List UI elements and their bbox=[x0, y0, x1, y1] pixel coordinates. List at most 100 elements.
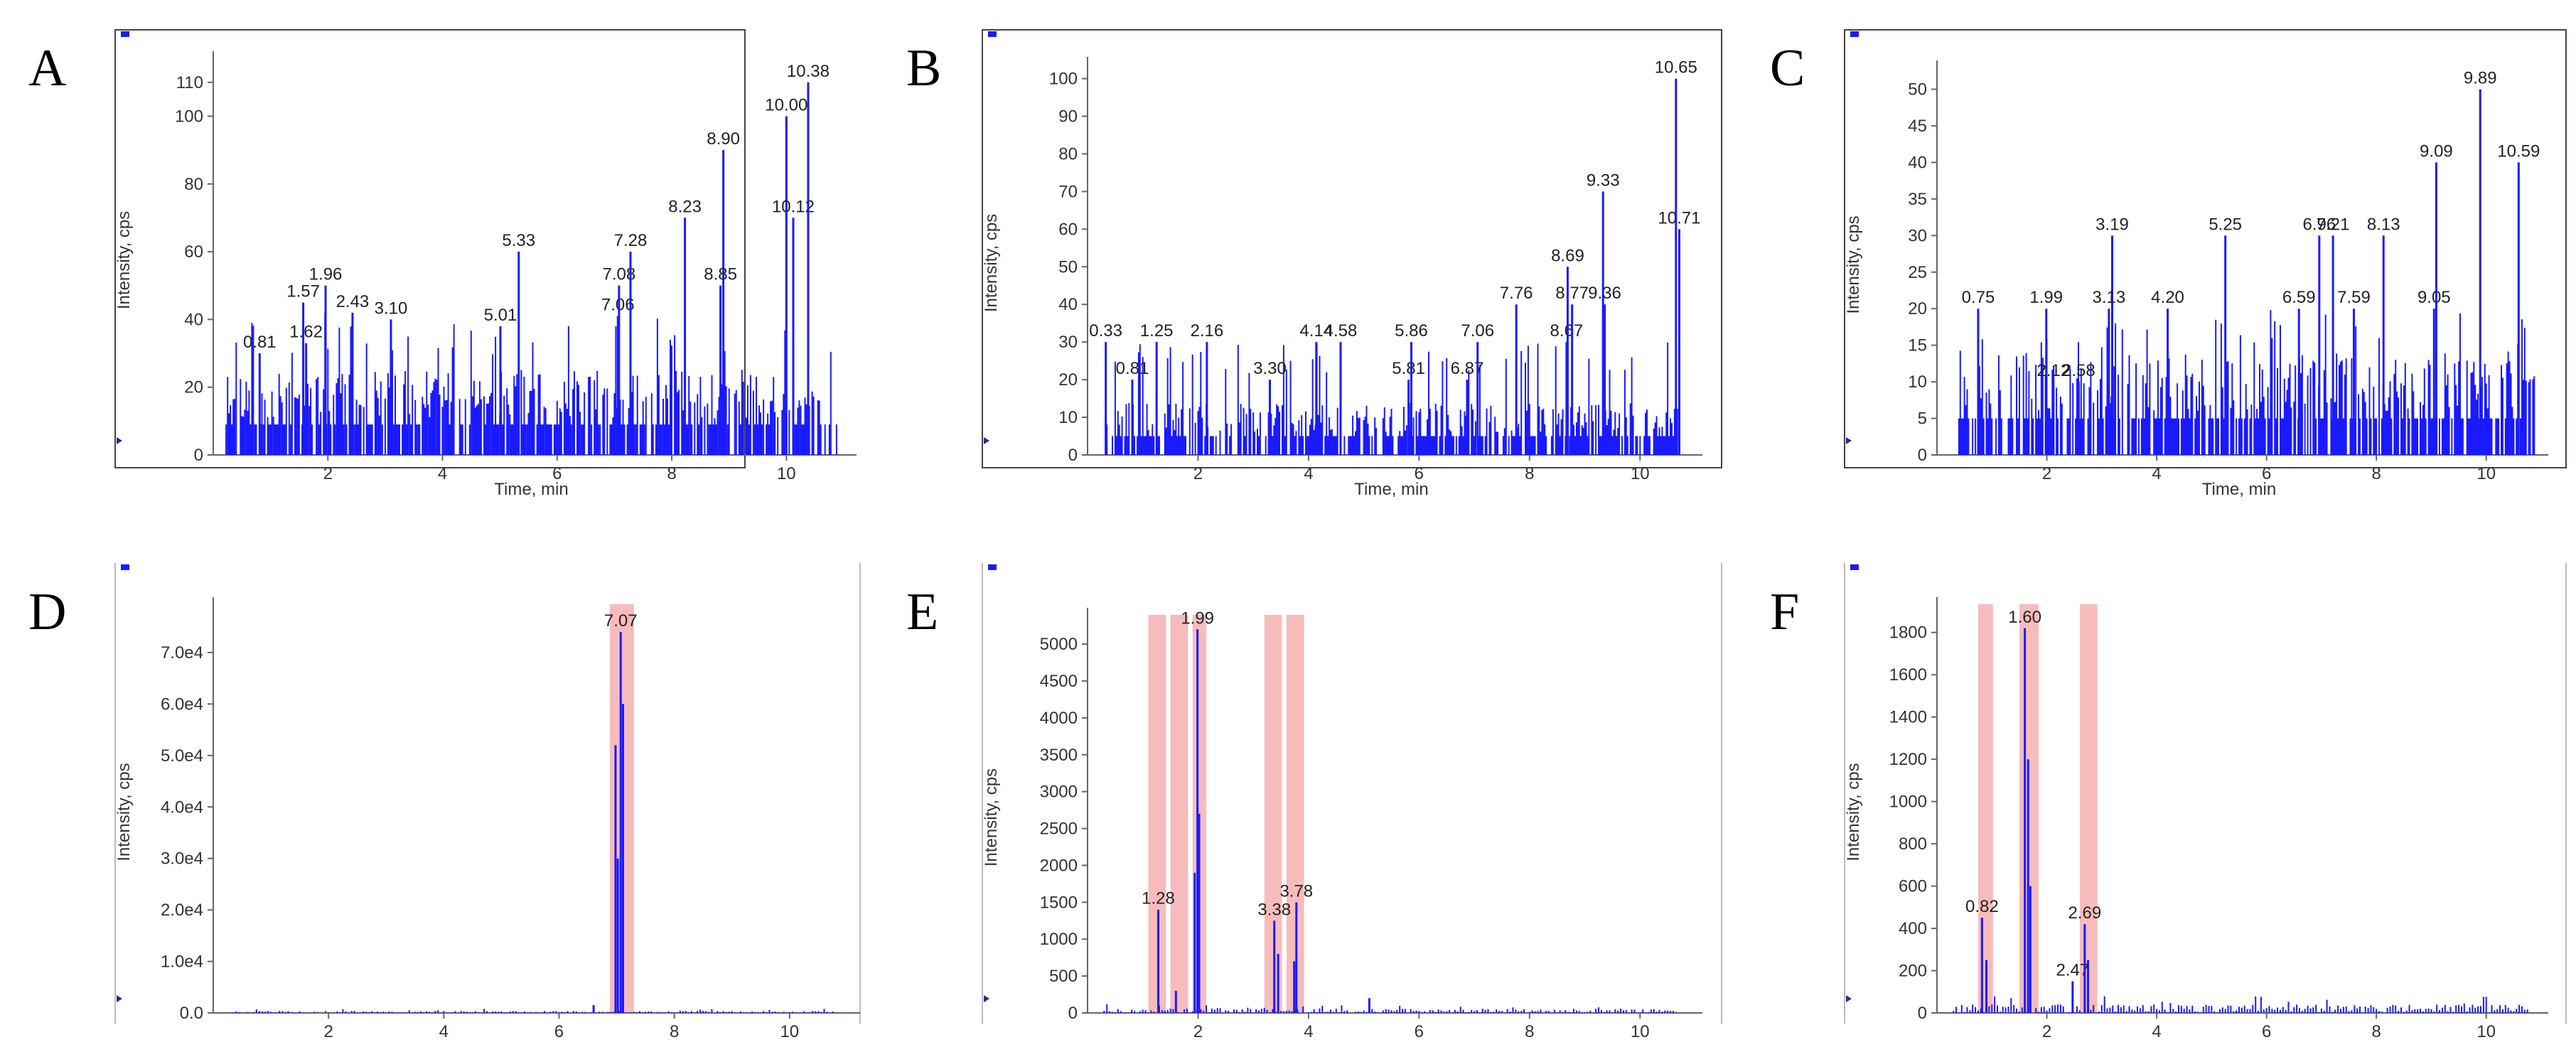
x-tick-label: 6 bbox=[552, 464, 562, 483]
peak-label: 10.71 bbox=[1658, 208, 1700, 227]
plot-frame bbox=[1844, 29, 2567, 468]
x-tick-label: 2 bbox=[2042, 464, 2051, 483]
y-tick-label: 0 bbox=[1918, 1004, 1927, 1023]
panel-letter: C bbox=[1770, 39, 1805, 97]
y-tick-label: 10 bbox=[1908, 372, 1927, 392]
window-marker-icon bbox=[121, 31, 129, 37]
chromatogram-trace bbox=[1103, 1004, 1677, 1013]
y-tick-label: 5000 bbox=[1040, 635, 1078, 654]
peak-label: 3.13 bbox=[2093, 288, 2126, 307]
y-tick-label: 40 bbox=[1908, 153, 1927, 172]
window-marker-icon bbox=[121, 564, 129, 570]
y-tick-label: 1600 bbox=[1889, 665, 1927, 685]
y-tick-label: 2.0e4 bbox=[161, 901, 203, 920]
x-tick-label: 8 bbox=[1525, 1022, 1534, 1041]
y-tick-label: 0 bbox=[1918, 446, 1927, 465]
panel-d: D 0.0 1.0e4 2.0e4 3.0e4 4.0e4 5.0e4 6.0e4 7.0e4 2… bbox=[28, 563, 861, 1041]
peak-label: 8.13 bbox=[2367, 215, 2400, 234]
axis-arrow-icon bbox=[117, 995, 122, 1002]
x-axis-label: Time, min bbox=[2202, 480, 2276, 499]
y-tick-label: 3500 bbox=[1040, 746, 1078, 765]
peak-highlight-band bbox=[1286, 615, 1304, 1013]
window-marker-icon bbox=[988, 564, 997, 570]
peak-label: 6.59 bbox=[2282, 288, 2316, 307]
peak-label: 3.38 bbox=[1257, 900, 1291, 919]
y-tick-label: 1800 bbox=[1889, 623, 1927, 643]
y-tick-label: 7.0e4 bbox=[161, 643, 203, 662]
y-tick-label: 1400 bbox=[1889, 708, 1927, 727]
x-tick-label: 6 bbox=[2262, 464, 2271, 483]
y-tick-label: 1200 bbox=[1889, 750, 1927, 769]
chromatogram-trace bbox=[225, 313, 837, 455]
y-tick-label: 1000 bbox=[1040, 930, 1078, 949]
peak-label: 9.89 bbox=[2464, 69, 2497, 88]
peak-label: 9.36 bbox=[1588, 284, 1621, 303]
peak-label: 2.12 bbox=[2036, 361, 2070, 380]
peak-label: 7.28 bbox=[614, 231, 648, 250]
y-tick-label: 100 bbox=[1049, 70, 1078, 89]
y-tick-label: 1.0e4 bbox=[161, 953, 203, 972]
peak-label: 0.33 bbox=[1089, 321, 1122, 340]
peak-label: 9.09 bbox=[2420, 141, 2453, 161]
peak-label: 1.96 bbox=[309, 265, 343, 284]
y-tick-label: 20 bbox=[184, 378, 203, 397]
peak-highlight-band bbox=[2079, 604, 2098, 1013]
y-tick-label: 40 bbox=[1058, 295, 1078, 314]
y-tick-label: 20 bbox=[1058, 370, 1078, 390]
panel-letter: F bbox=[1770, 583, 1799, 641]
peak-label: 7.06 bbox=[601, 296, 635, 315]
peak-label: 0.82 bbox=[1965, 897, 1999, 916]
x-tick-label: 2 bbox=[2042, 1022, 2051, 1041]
x-tick-label: 4 bbox=[439, 1022, 449, 1041]
axis-arrow-icon bbox=[1846, 437, 1852, 444]
y-tick-label: 600 bbox=[1899, 877, 1927, 896]
y-tick-label: 40 bbox=[184, 310, 203, 329]
x-tick-label: 2 bbox=[1193, 464, 1203, 483]
peak-label: 8.67 bbox=[1550, 321, 1584, 340]
y-axis-label: Intensity, cps bbox=[1844, 763, 1863, 861]
window-marker-icon bbox=[1850, 31, 1859, 37]
y-axis-label: Intensity, cps bbox=[114, 211, 134, 309]
panel-letter: B bbox=[906, 39, 941, 97]
peak-label: 10.59 bbox=[2497, 141, 2540, 161]
y-tick-label: 60 bbox=[184, 242, 203, 262]
peak-label: 1.60 bbox=[2008, 608, 2041, 627]
chromatogram-trace bbox=[230, 1009, 834, 1013]
chromatogram-trace bbox=[1953, 996, 2528, 1013]
y-tick-label: 45 bbox=[1908, 117, 1927, 136]
peak-label: 4.58 bbox=[1324, 321, 1358, 340]
y-tick-label: 60 bbox=[1058, 220, 1078, 239]
panel-f: F 0 200 400 600 800 1000 1200 1400 1600 1800 2 4 6 8 10… bbox=[1770, 563, 2567, 1041]
x-tick-label: 8 bbox=[670, 1022, 679, 1041]
peak-label: 0.81 bbox=[243, 333, 277, 352]
peak-label: 5.86 bbox=[1395, 321, 1428, 340]
y-tick-label: 0 bbox=[1068, 446, 1078, 465]
peak-highlight-band bbox=[609, 604, 634, 1013]
y-tick-label: 4500 bbox=[1040, 672, 1078, 691]
y-tick-label: 500 bbox=[1049, 967, 1078, 986]
peak-highlight-band bbox=[1170, 615, 1188, 1013]
peak-label: 2.58 bbox=[2062, 361, 2095, 380]
x-tick-label: 4 bbox=[2152, 464, 2161, 483]
y-tick-label: 30 bbox=[1908, 226, 1927, 245]
y-tick-label: 1500 bbox=[1040, 893, 1078, 912]
peak-label: 3.10 bbox=[375, 299, 408, 318]
peak-label: 2.43 bbox=[336, 292, 370, 311]
x-tick-label: 6 bbox=[1415, 464, 1424, 483]
y-tick-label: 25 bbox=[1908, 263, 1927, 282]
y-axis-label: Intensity, cps bbox=[982, 214, 1001, 312]
peak-label: 8.77 bbox=[1555, 284, 1589, 303]
peak-highlight-band bbox=[1264, 615, 1282, 1013]
y-axis-label: Intensity, cps bbox=[114, 763, 134, 861]
peak-label: 9.33 bbox=[1587, 171, 1620, 190]
peak-label: 10.38 bbox=[787, 62, 830, 81]
x-tick-label: 10 bbox=[2476, 1022, 2496, 1041]
peak-label: 6.87 bbox=[1451, 359, 1484, 378]
peak-label: 3.78 bbox=[1279, 881, 1313, 901]
peak-label: 7.76 bbox=[1500, 284, 1533, 303]
x-tick-label: 10 bbox=[1631, 464, 1650, 483]
y-tick-label: 90 bbox=[1058, 107, 1078, 127]
y-tick-label: 2500 bbox=[1040, 820, 1078, 839]
peak-label: 5.81 bbox=[1392, 359, 1425, 378]
